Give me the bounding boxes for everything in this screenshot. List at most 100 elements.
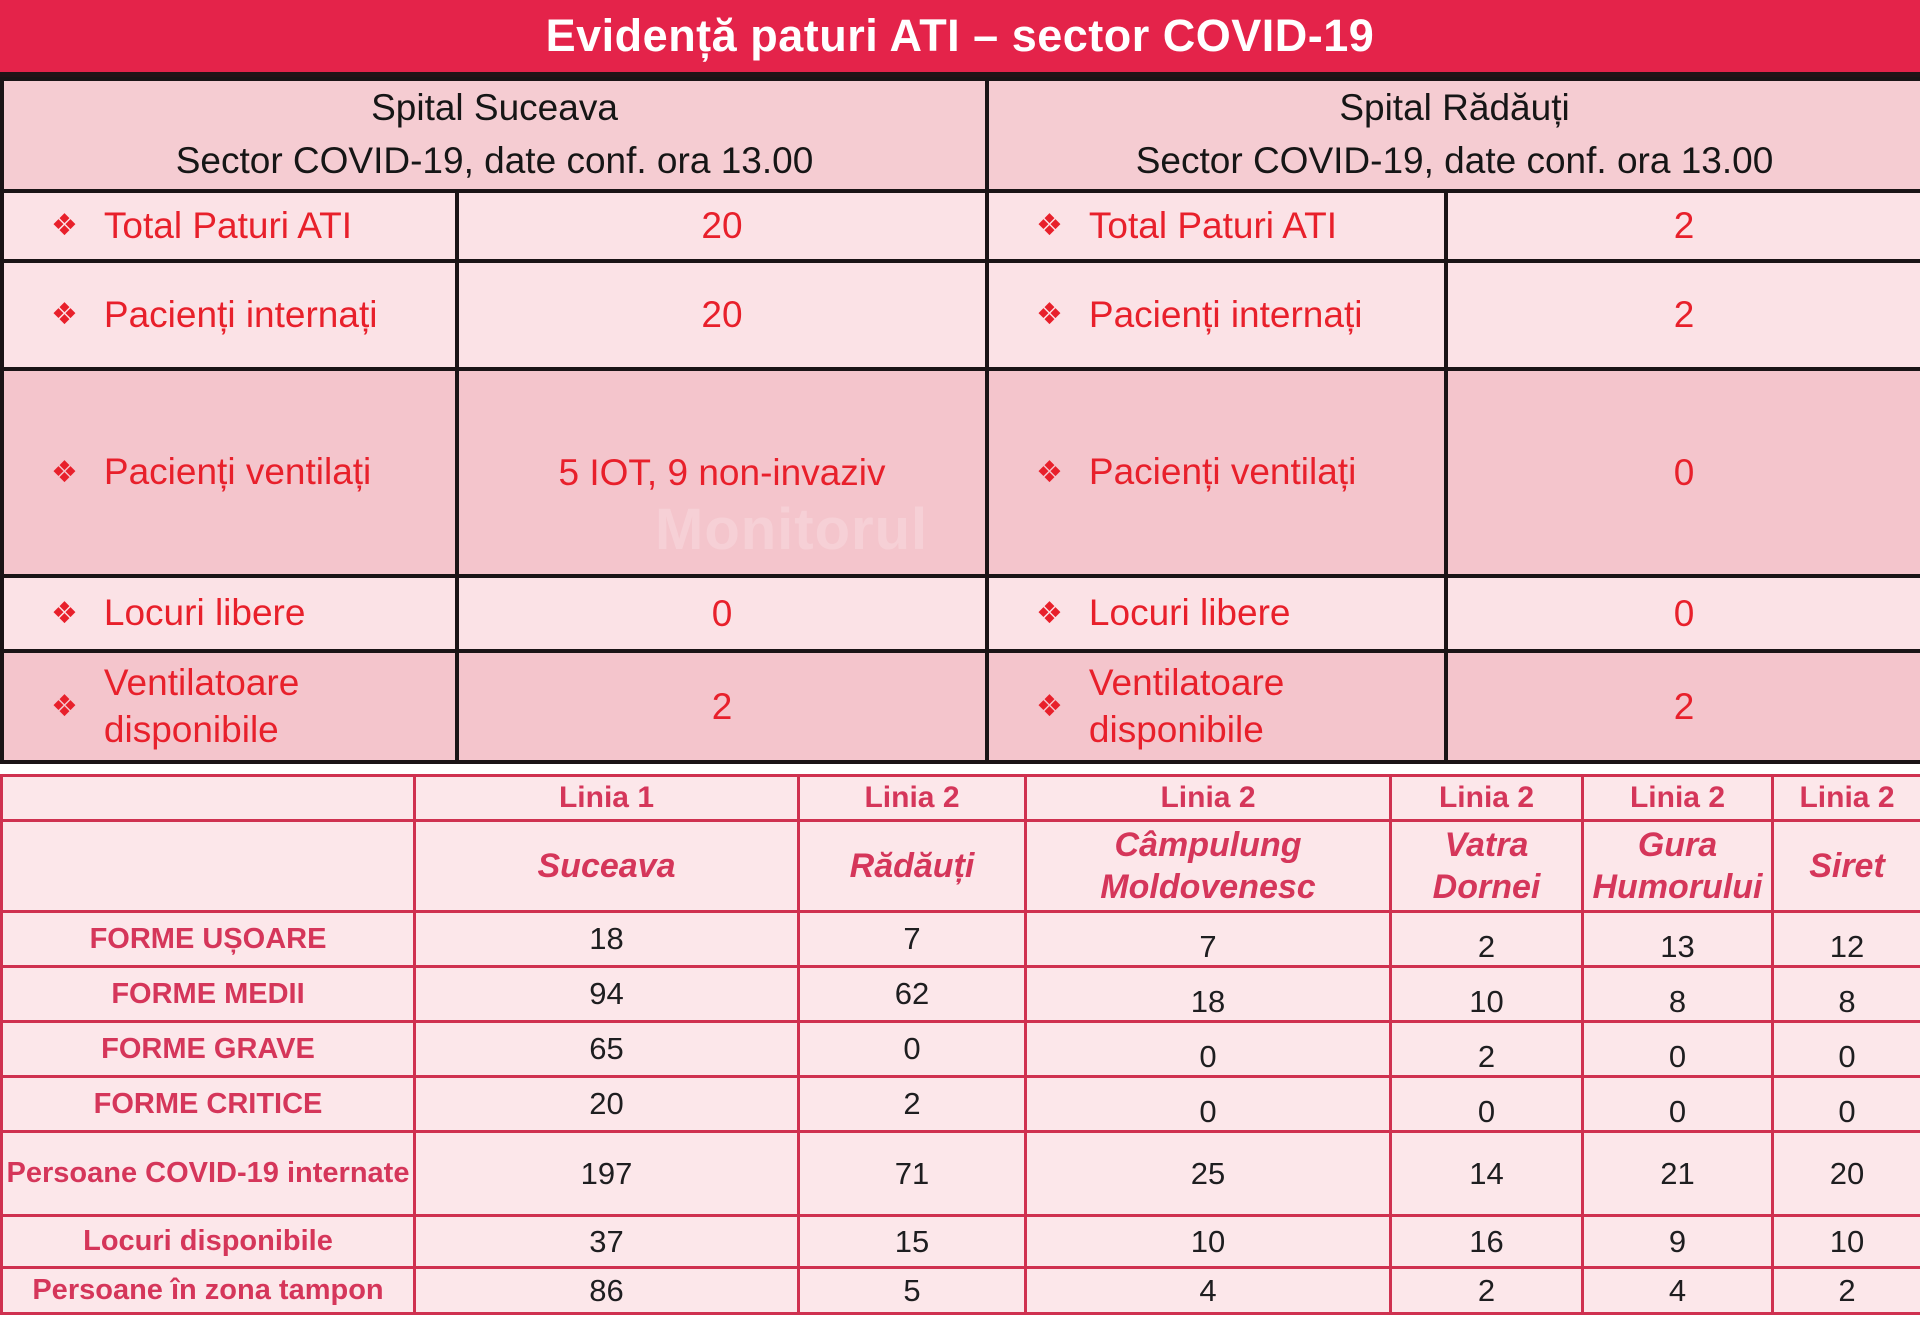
row-value: 13 [1581,910,1774,968]
row-value: 0 [1581,1075,1774,1133]
hospital-name: Spital Suceava [371,87,618,129]
ati-beds-table: Spital Suceava Sector COVID-19, date con… [0,77,1920,764]
line-header: Linia 2 [1389,774,1584,822]
row-label: FORME MEDII [0,965,416,1023]
diamond-bullet-icon: ❖ [51,298,78,331]
row-value: 4 [1581,1266,1774,1315]
metric-value: 2 [1444,649,1920,764]
line-header: Linia 1 [413,774,800,822]
diamond-bullet-icon: ❖ [1036,298,1063,331]
row-value: 25 [1024,1130,1392,1217]
row-value: 15 [797,1214,1027,1269]
metric-label-cell: ❖ Total Paturi ATI [985,189,1449,263]
row-value: 7 [797,910,1027,968]
row-value: 86 [413,1266,800,1315]
table-row: FORME MEDII 94 62 18 10 8 8 [0,965,1920,1023]
row-label: FORME CRITICE [0,1075,416,1133]
metric-label-cell: ❖ Pacienți ventilați [0,367,459,578]
row-value: 71 [797,1130,1027,1217]
metric-value: 0 [454,574,990,653]
row-label: FORME UȘOARE [0,910,416,968]
table-row-locuri-libere: ❖ Locuri libere 0 ❖ Locuri libere 0 [0,574,1920,653]
metric-label-cell: ❖ Pacienți internați [985,259,1449,371]
line-header-row: Linia 1 Linia 2 Linia 2 Linia 2 Linia 2 … [0,774,1920,822]
hospital-name: Spital Rădăuți [1339,87,1570,129]
row-value: 8 [1771,965,1920,1023]
metric-value: 5 IOT, 9 non-invaziv [454,367,990,578]
table-row-pacienti-ventilati: ❖ Pacienți ventilați 5 IOT, 9 non-invaziv… [0,367,1920,578]
metric-label: Pacienți internați [103,293,378,335]
hospital-subtitle: Sector COVID-19, date conf. ora 13.00 [1135,140,1774,181]
table-row: Locuri disponibile 37 15 10 16 9 10 [0,1214,1920,1269]
line-header: Linia 2 [797,774,1027,822]
city-header: Rădăuți [797,819,1027,913]
hospital-header-suceava: Spital Suceava Sector COVID-19, date con… [0,77,990,193]
city-header: Suceava [413,819,800,913]
row-value: 18 [1024,965,1392,1023]
line-header: Linia 2 [1771,774,1920,822]
metric-value: 2 [1444,189,1920,263]
metric-value: 20 [454,189,990,263]
metric-label-cell: ❖ Locuri libere [0,574,459,653]
line-header: Linia 2 [1024,774,1392,822]
metric-label: Ventilatoare disponibile [1088,662,1285,750]
table-row-ventilatoare: ❖ Ventilatoare disponibile 2 ❖ Ventilatoar… [0,649,1920,764]
hospital-header-radauti: Spital Rădăuți Sector COVID-19, date con… [985,77,1920,193]
city-header: Siret [1771,819,1920,913]
table-row-pacienti-internati: ❖ Pacienți internați 20 ❖ Pacienți interna… [0,259,1920,371]
diamond-bullet-icon: ❖ [1036,209,1063,242]
table-row: FORME CRITICE 20 2 0 0 0 0 [0,1075,1920,1133]
row-label: Persoane COVID-19 internate [0,1130,416,1217]
row-label: FORME GRAVE [0,1020,416,1078]
metric-label-cell: ❖ Ventilatoare disponibile [0,649,459,764]
row-value: 0 [797,1020,1027,1078]
diamond-bullet-icon: ❖ [1036,689,1063,723]
page-title: Evidență paturi ATI – sector COVID-19 [545,10,1375,61]
row-value: 0 [1024,1020,1392,1078]
diamond-bullet-icon: ❖ [1036,455,1063,489]
city-header: Câmpulung Moldovenesc [1024,819,1392,913]
diamond-bullet-icon: ❖ [51,209,78,242]
corner-cell [0,819,416,913]
table-row-total-paturi: ❖ Total Paturi ATI 20 ❖ Total Paturi ATI 2 [0,189,1920,263]
hospital-header-row: Spital Suceava Sector COVID-19, date con… [0,77,1920,193]
metric-label: Locuri libere [103,592,306,634]
row-value: 20 [413,1075,800,1133]
row-value: 2 [1389,1266,1584,1315]
forme-boala-table: Linia 1 Linia 2 Linia 2 Linia 2 Linia 2 … [0,774,1920,1315]
row-value: 2 [1389,1020,1584,1078]
row-label: Persoane în zona tampon [0,1266,416,1315]
row-value: 10 [1024,1214,1392,1269]
table-row: FORME UȘOARE 18 7 7 2 13 12 [0,910,1920,968]
diamond-bullet-icon: ❖ [51,596,78,630]
metric-label: Ventilatoare disponibile [103,662,300,750]
line-header: Linia 2 [1581,774,1774,822]
row-value: 0 [1389,1075,1584,1133]
row-value: 62 [797,965,1027,1023]
table-row: Persoane în zona tampon 86 5 4 2 4 2 [0,1266,1920,1315]
metric-label: Pacienți ventilați [1088,451,1357,493]
row-value: 65 [413,1020,800,1078]
metric-label-cell: ❖ Ventilatoare disponibile [985,649,1449,764]
row-value: 0 [1024,1075,1392,1133]
row-value: 20 [1771,1130,1920,1217]
diamond-bullet-icon: ❖ [1036,596,1063,630]
row-value: 21 [1581,1130,1774,1217]
metric-label-cell: ❖ Total Paturi ATI [0,189,459,263]
metric-label: Locuri libere [1088,592,1291,634]
metric-label: Total Paturi ATI [103,204,353,246]
row-value: 10 [1389,965,1584,1023]
metric-label: Total Paturi ATI [1088,204,1338,246]
row-value: 16 [1389,1214,1584,1269]
row-value: 4 [1024,1266,1392,1315]
diamond-bullet-icon: ❖ [51,689,78,723]
metric-value: 0 [1444,574,1920,653]
row-value: 7 [1024,910,1392,968]
row-value: 0 [1771,1020,1920,1078]
row-value: 37 [413,1214,800,1269]
metric-label-cell: ❖ Locuri libere [985,574,1449,653]
row-value: 0 [1581,1020,1774,1078]
row-value: 9 [1581,1214,1774,1269]
row-value: 14 [1389,1130,1584,1217]
